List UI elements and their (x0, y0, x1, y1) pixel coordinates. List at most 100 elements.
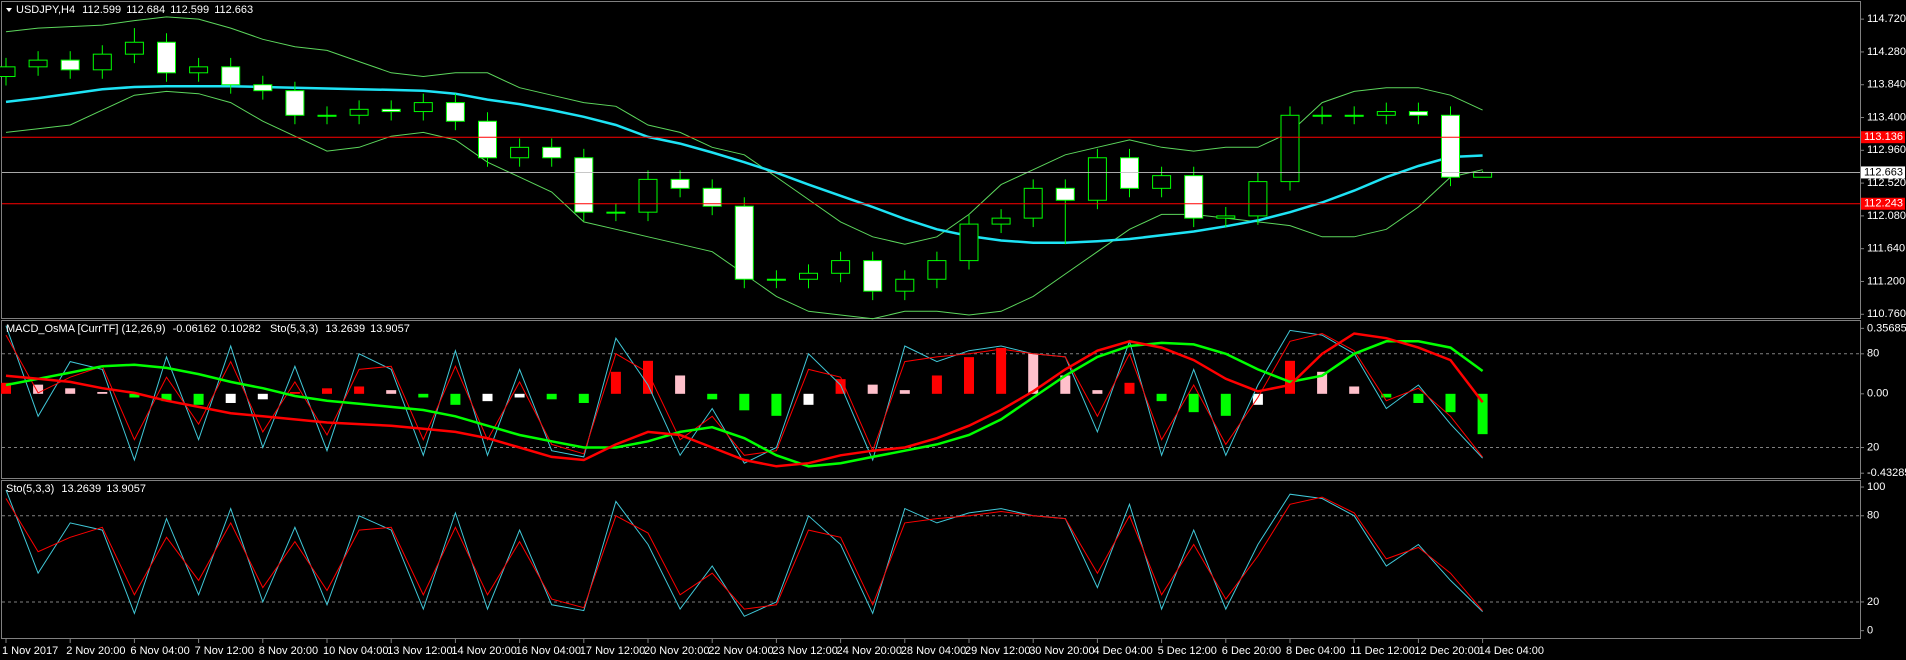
histogram-bar (418, 393, 429, 398)
candle-body (542, 146, 562, 159)
x-tick-label: 7 Nov 12:00 (195, 645, 254, 657)
histogram-bar (899, 390, 910, 394)
candle-body (1344, 114, 1364, 117)
candle-body (638, 178, 658, 213)
candle-body (1312, 114, 1332, 117)
x-tick-label: 6 Nov 04:00 (130, 645, 189, 657)
histogram-bar (1124, 382, 1135, 394)
indicator-value: 13.2639 (61, 483, 101, 495)
stoch-pane-frame (1, 480, 1861, 639)
histogram-bar (578, 393, 589, 403)
candle-body (1055, 187, 1075, 201)
x-tick-label: 29 Nov 12:00 (965, 645, 1030, 657)
ohlc-low: 112.599 (170, 4, 209, 16)
histogram-bar (514, 393, 525, 398)
indicator-line (5, 325, 1483, 464)
x-tick-label: 2 Nov 20:00 (66, 645, 125, 657)
symbol: USDJPY,H4 (16, 4, 75, 16)
candle-body (895, 278, 915, 292)
histogram-bar (739, 393, 750, 411)
candle-body (285, 90, 305, 116)
candle-body (1023, 187, 1043, 219)
candle-body (157, 41, 176, 74)
histogram-bar (1188, 393, 1199, 413)
level-tag (1861, 131, 1905, 144)
x-tick-label: 1 Nov 2017 (2, 645, 58, 657)
price-label: 100 (1867, 481, 1885, 493)
indicator-value: -0.06162 (173, 323, 216, 335)
candle-body (670, 178, 690, 189)
histogram-bar (225, 393, 236, 403)
price-label: 20 (1867, 596, 1879, 608)
x-tick-label: 20 Nov 20:00 (644, 645, 709, 657)
candle-body (0, 66, 16, 78)
candle-body (927, 260, 947, 280)
histogram-bar (707, 393, 718, 400)
indicator-value: 13.9057 (106, 483, 146, 495)
candle-body (1408, 111, 1428, 116)
indicator-name: MACD_OsMA [CurrTF] (12,26,9) (6, 323, 166, 335)
candle-body (445, 102, 465, 122)
indicator-line (5, 332, 1483, 458)
price-label: 0.00 (1867, 388, 1888, 400)
histogram-bar (1252, 393, 1263, 405)
x-tick-label: 30 Nov 20:00 (1029, 645, 1094, 657)
histogram-bar (803, 393, 814, 405)
histogram-bar (996, 347, 1007, 394)
indicator-name: Sto(5,3,3) (6, 483, 54, 495)
histogram-bar (482, 393, 493, 402)
indicator-value: 0.10282 (221, 323, 261, 335)
histogram-bar (1285, 360, 1295, 394)
menu-icon[interactable] (6, 8, 12, 12)
price-label: 20 (1867, 441, 1879, 453)
histogram-bar (1092, 390, 1103, 394)
level-label: 112.243 (1864, 198, 1903, 210)
level-tag (1861, 197, 1905, 210)
candle-body (766, 278, 786, 281)
price-label: 112.520 (1867, 177, 1906, 189)
price-label: 112.080 (1867, 210, 1906, 222)
main-pane-frame (1, 1, 1861, 319)
x-tick-label: 23 Nov 12:00 (772, 645, 837, 657)
x-tick-label: 17 Nov 12:00 (580, 645, 645, 657)
candle-body (478, 120, 497, 159)
histogram-bar (964, 357, 974, 394)
candle-body (606, 211, 626, 214)
candle-body (413, 102, 433, 113)
histogram-bar (322, 388, 332, 394)
candle-body (1120, 157, 1139, 189)
candle-body (1248, 181, 1268, 217)
x-tick-label: 12 Dec 20:00 (1414, 645, 1479, 657)
x-tick-label: 28 Nov 04:00 (901, 645, 966, 657)
candle-body (60, 59, 80, 71)
ohlc-open: 112.599 (82, 4, 121, 16)
candle-body (1152, 175, 1172, 189)
candle-body (574, 157, 594, 213)
histogram-bar (33, 384, 44, 394)
x-tick-label: 10 Nov 04:00 (323, 645, 388, 657)
histogram-bar (450, 393, 461, 405)
histogram-bar (546, 393, 557, 400)
histogram-bar (129, 393, 140, 398)
candle-body (1376, 111, 1396, 116)
histogram-bar (643, 360, 653, 394)
x-tick-label: 24 Nov 20:00 (837, 645, 902, 657)
candle-body (349, 108, 369, 116)
x-tick-label: 14 Nov 20:00 (451, 645, 516, 657)
candle-body (189, 66, 209, 74)
candle-body (799, 272, 818, 280)
candle-body (1087, 157, 1107, 201)
macd-header: MACD_OsMA [CurrTF] (12,26,9) -0.06162 0.… (6, 323, 410, 335)
candle-body (959, 223, 979, 262)
histogram-bar (1445, 393, 1456, 413)
candle-body (1216, 215, 1236, 219)
candle-body (734, 205, 754, 280)
histogram-bar (1028, 353, 1039, 394)
candle-body (381, 108, 401, 113)
ohlc-close: 112.663 (214, 4, 253, 16)
candle-body (831, 260, 851, 274)
price-label: 111.640 (1867, 243, 1905, 255)
histogram-bar (1, 382, 11, 394)
candle-body (28, 59, 48, 68)
